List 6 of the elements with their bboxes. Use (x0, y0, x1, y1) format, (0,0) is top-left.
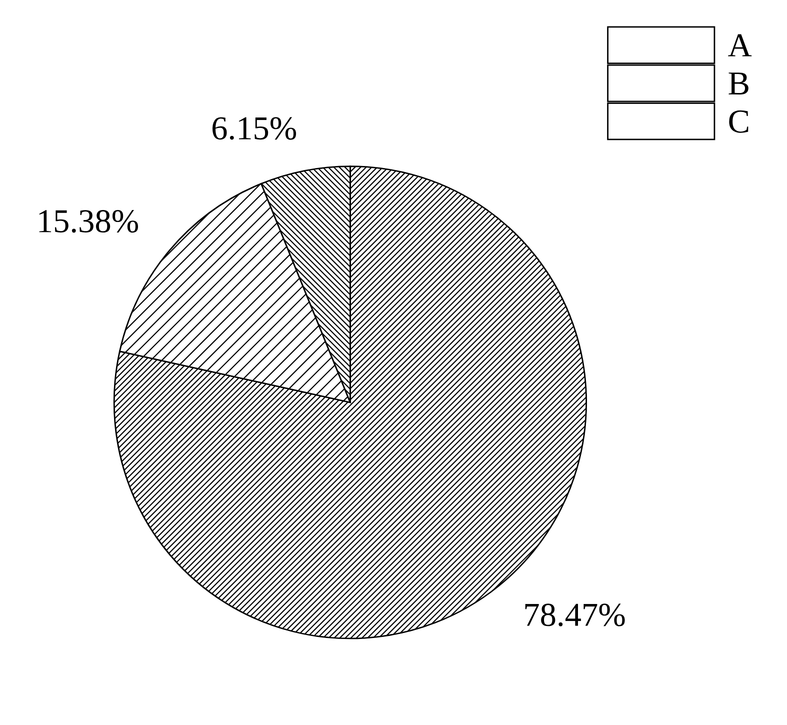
legend-label: A (728, 34, 752, 56)
legend-label: C (729, 110, 748, 133)
data-label: 15.38% (39, 210, 138, 233)
data-label: 78.47% (525, 604, 625, 626)
legend-label: B (728, 72, 748, 94)
data-label: 6.15% (212, 117, 296, 140)
